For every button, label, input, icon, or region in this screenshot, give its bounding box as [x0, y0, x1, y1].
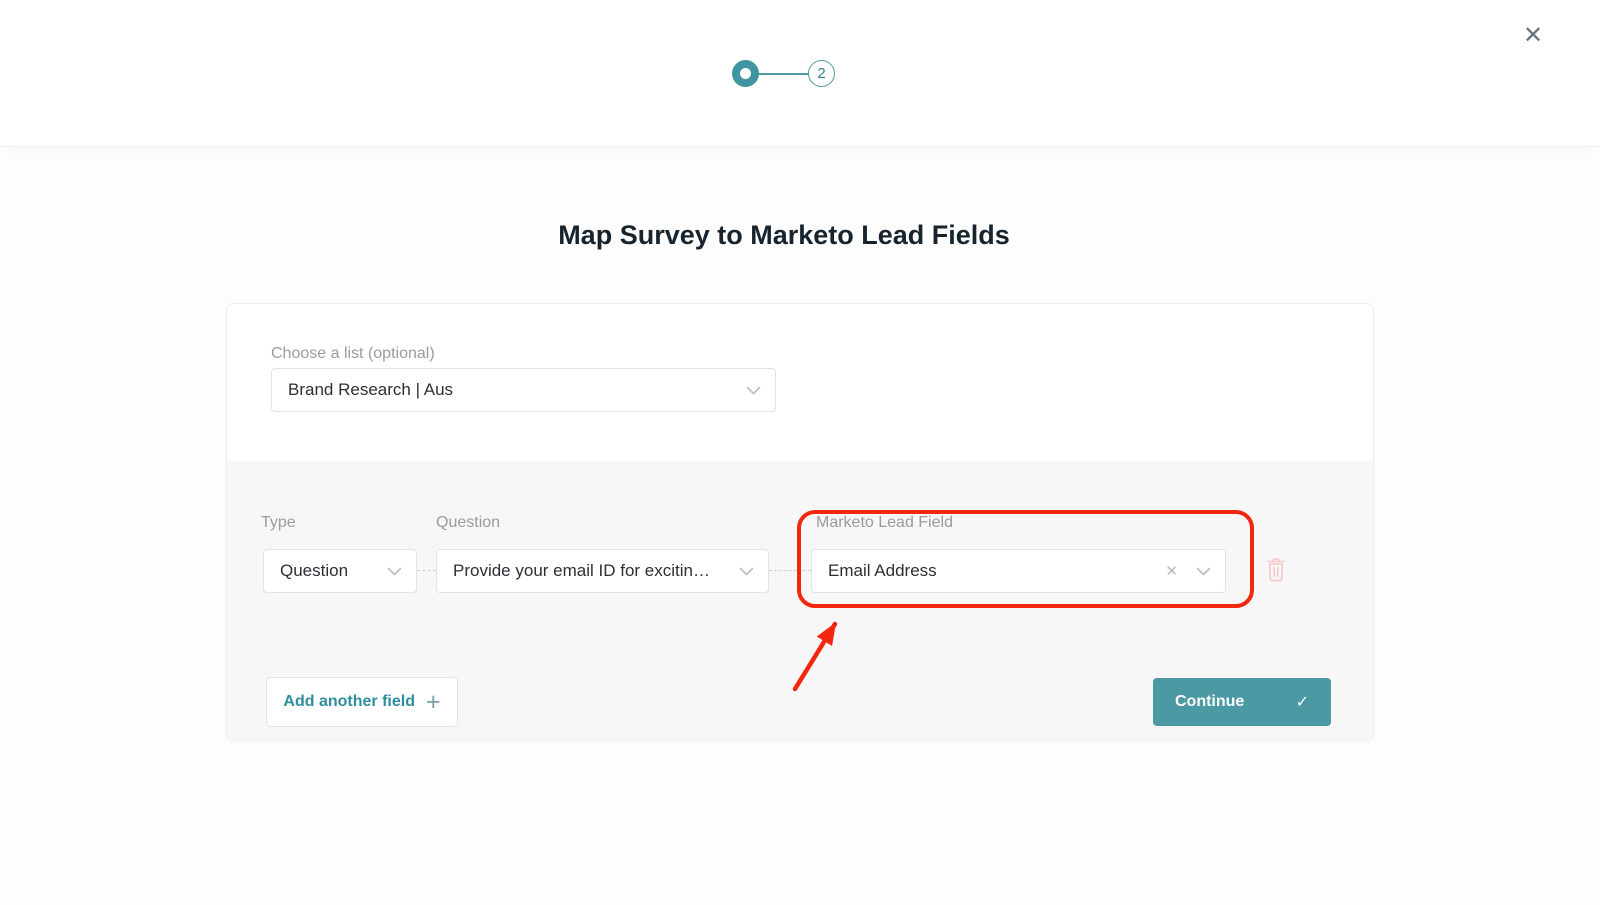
add-another-field-button[interactable]: Add another field + [266, 677, 458, 727]
question-label: Question [436, 514, 501, 531]
continue-button[interactable]: Continue ✓ [1153, 678, 1331, 726]
step-1-indicator[interactable] [732, 60, 759, 87]
page-title: Map Survey to Marketo Lead Fields [558, 220, 1010, 250]
chevron-down-icon [387, 567, 402, 575]
type-dropdown-value: Question [280, 561, 349, 580]
stepper-connector-line [759, 72, 808, 75]
marketo-lead-field-dropdown[interactable]: Email Address ✕ [811, 549, 1226, 593]
choose-list-label: Choose a list (optional) [271, 345, 435, 362]
marketo-dropdown-value: Email Address [828, 561, 937, 580]
check-icon: ✓ [1295, 694, 1309, 711]
row-connector-dash [417, 570, 436, 571]
marketo-lead-field-label: Marketo Lead Field [816, 514, 953, 531]
add-another-field-label: Add another field [283, 693, 415, 710]
mapping-card: Choose a list (optional) Brand Research … [226, 303, 1374, 742]
delete-row-trash-icon[interactable] [1263, 556, 1289, 584]
chevron-down-icon [1196, 567, 1211, 575]
type-label: Type [261, 514, 296, 531]
step-2-indicator[interactable]: 2 [808, 60, 835, 87]
dialog-header: 2 ✕ [0, 0, 1600, 147]
question-dropdown[interactable]: Provide your email ID for excitin… [436, 549, 769, 593]
row-connector-dash [769, 570, 811, 571]
question-dropdown-value: Provide your email ID for excitin… [453, 561, 710, 580]
chevron-down-icon [746, 386, 761, 394]
chevron-down-icon [739, 567, 754, 575]
list-dropdown-value: Brand Research | Aus [288, 380, 454, 399]
stepper: 2 [732, 60, 835, 87]
list-dropdown[interactable]: Brand Research | Aus [271, 368, 776, 412]
close-icon[interactable]: ✕ [1516, 18, 1550, 52]
type-dropdown[interactable]: Question [263, 549, 417, 593]
continue-label: Continue [1175, 693, 1245, 710]
plus-icon: + [425, 688, 441, 716]
clear-selection-icon[interactable]: ✕ [1165, 563, 1178, 580]
